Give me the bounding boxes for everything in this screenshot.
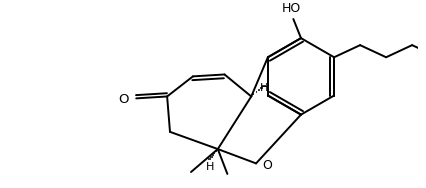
Text: O: O	[118, 93, 128, 106]
Text: O: O	[262, 159, 272, 172]
Text: H: H	[205, 162, 214, 172]
Text: H: H	[259, 83, 268, 93]
Text: HO: HO	[281, 2, 300, 15]
